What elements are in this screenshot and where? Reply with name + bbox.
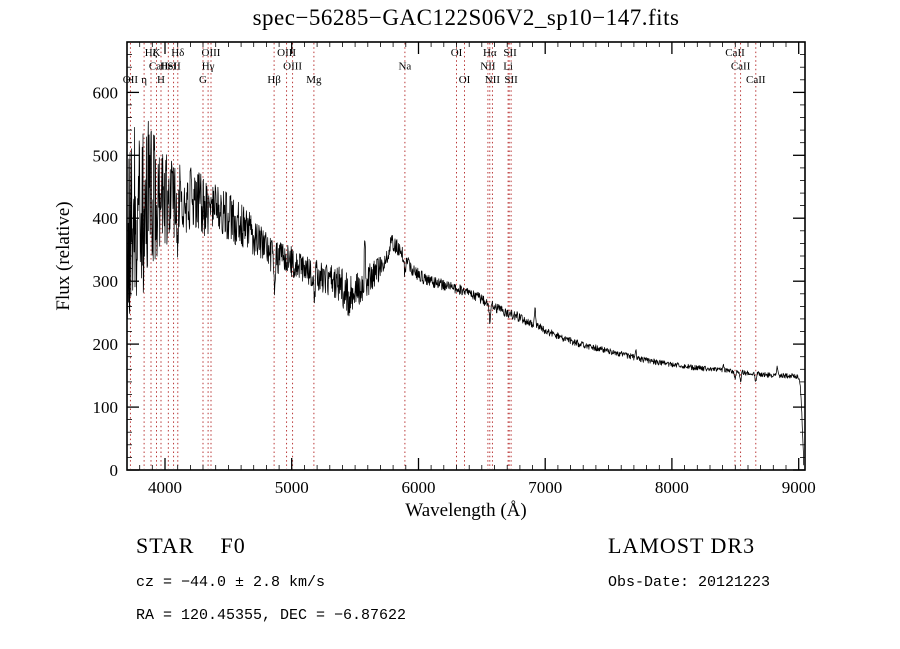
spectral-line-label: Mg bbox=[306, 74, 322, 86]
x-axis-label: Wavelength (Å) bbox=[405, 500, 527, 521]
survey-label: LAMOST DR3 bbox=[608, 533, 756, 558]
x-tick-label: 7000 bbox=[528, 478, 562, 497]
spectral-line-label: Na bbox=[398, 61, 411, 73]
plot-frame bbox=[126, 41, 806, 471]
spectral-line-label: Hα bbox=[483, 47, 497, 59]
spectral-line-label: Hβ bbox=[267, 74, 281, 86]
y-tick-label: 400 bbox=[93, 209, 119, 228]
spectral-line-label: Li bbox=[503, 61, 513, 73]
y-tick-label: 200 bbox=[93, 335, 119, 354]
spectral-line-label: SII bbox=[167, 61, 181, 73]
y-tick-label: 0 bbox=[110, 461, 119, 480]
spectral-line-label: SII bbox=[504, 74, 518, 86]
spectral-line-label: H bbox=[157, 74, 165, 86]
y-tick-label: 100 bbox=[93, 398, 119, 417]
x-tick-label: 5000 bbox=[275, 478, 309, 497]
spectral-line-label: NII bbox=[480, 61, 496, 73]
classification-label: STAR F0 bbox=[136, 533, 246, 558]
y-tick-label: 600 bbox=[93, 83, 119, 102]
spectral-line-label: NII bbox=[485, 74, 501, 86]
chart-title: spec−56285−GAC122S06V2_sp10−147.fits bbox=[252, 5, 680, 30]
spectral-line-label: Hζ bbox=[145, 47, 158, 59]
spectral-line-label: OIII bbox=[283, 61, 302, 73]
spectral-line-label: HeI bbox=[160, 61, 177, 73]
cz-value: cz = −44.0 ± 2.8 km/s bbox=[136, 574, 326, 591]
spectral-line-label: η bbox=[141, 74, 147, 86]
x-tick-label: 6000 bbox=[402, 478, 436, 497]
spectral-line-label: CaII bbox=[746, 74, 766, 86]
spectral-line-label: G bbox=[199, 74, 207, 86]
spectral-line-label: CaII bbox=[149, 61, 169, 73]
x-tick-label: 4000 bbox=[148, 478, 182, 497]
spectral-line-label: CaII bbox=[725, 47, 745, 59]
spectral-line-label: Hγ bbox=[202, 61, 215, 73]
spectral-line-label: Hδ bbox=[171, 47, 184, 59]
spectral-line-label: OIII bbox=[202, 47, 221, 59]
y-tick-label: 300 bbox=[93, 272, 119, 291]
x-tick-label: 9000 bbox=[782, 478, 816, 497]
spectral-line-label: OI bbox=[459, 74, 471, 86]
spectral-line-label: CaII bbox=[731, 61, 751, 73]
spectral-line-label: OI bbox=[451, 47, 463, 59]
y-tick-label: 500 bbox=[93, 146, 119, 165]
ra-dec-value: RA = 120.45355, DEC = −6.87622 bbox=[136, 607, 407, 624]
obs-date-value: Obs-Date: 20121223 bbox=[608, 574, 771, 591]
y-axis-label: Flux (relative) bbox=[53, 201, 74, 311]
x-tick-label: 8000 bbox=[655, 478, 689, 497]
spectral-line-label: K bbox=[153, 47, 161, 59]
spectrum-trace bbox=[126, 120, 805, 466]
spectral-line-label: SII bbox=[503, 47, 517, 59]
spectral-line-label: OIII bbox=[277, 47, 296, 59]
